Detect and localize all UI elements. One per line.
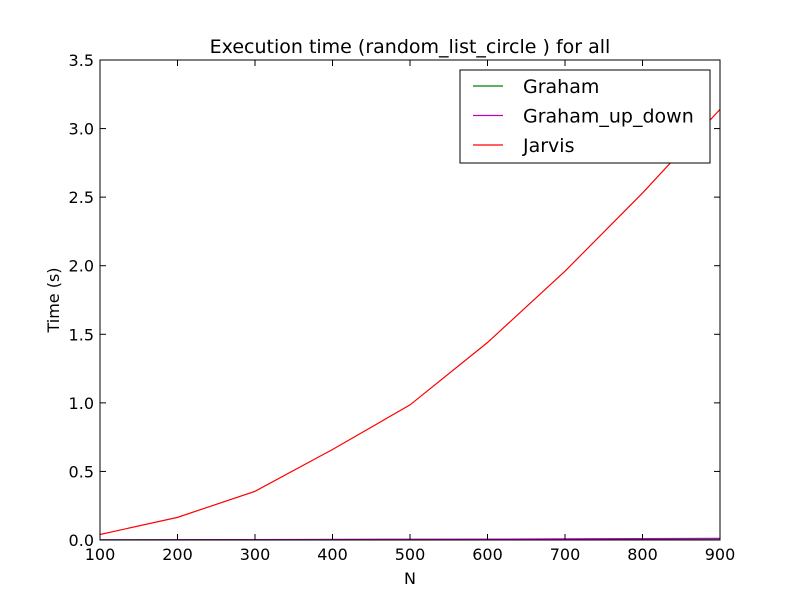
x-tick-label: 600 — [472, 545, 503, 564]
legend-label: Graham_up_down — [523, 106, 694, 128]
x-tick-label: 500 — [395, 545, 426, 564]
x-axis-label: N — [404, 569, 416, 588]
legend-label: Graham — [523, 76, 599, 98]
y-tick-label: 3.0 — [69, 120, 94, 139]
x-tick-label: 900 — [705, 545, 736, 564]
y-tick-label: 2.5 — [69, 188, 94, 207]
y-tick-label: 1.5 — [69, 325, 94, 344]
x-tick-label: 100 — [85, 545, 116, 564]
legend: Graham Graham_up_down Jarvis — [459, 69, 711, 164]
x-tick-label: 700 — [550, 545, 581, 564]
x-tick-label: 300 — [240, 545, 271, 564]
y-tick-label: 0.5 — [69, 462, 94, 481]
x-tick-label: 200 — [162, 545, 193, 564]
x-tick-label: 400 — [317, 545, 348, 564]
y-tick-label: 2.0 — [69, 257, 94, 276]
y-tick-label: 1.0 — [69, 394, 94, 413]
y-axis-label: Time (s) — [44, 267, 63, 333]
chart-title: Execution time (random_list_circle ) for… — [210, 36, 611, 58]
y-tick-label: 3.5 — [69, 51, 94, 70]
x-tick-label: 800 — [627, 545, 658, 564]
axis-ticks: 100 200 300 400 500 600 700 800 900 0.0 0.5 1.0 1.5 2… — [69, 51, 736, 564]
y-tick-label: 0.0 — [69, 531, 94, 550]
legend-label: Jarvis — [522, 135, 574, 157]
series-line-jarvis — [100, 108, 720, 536]
